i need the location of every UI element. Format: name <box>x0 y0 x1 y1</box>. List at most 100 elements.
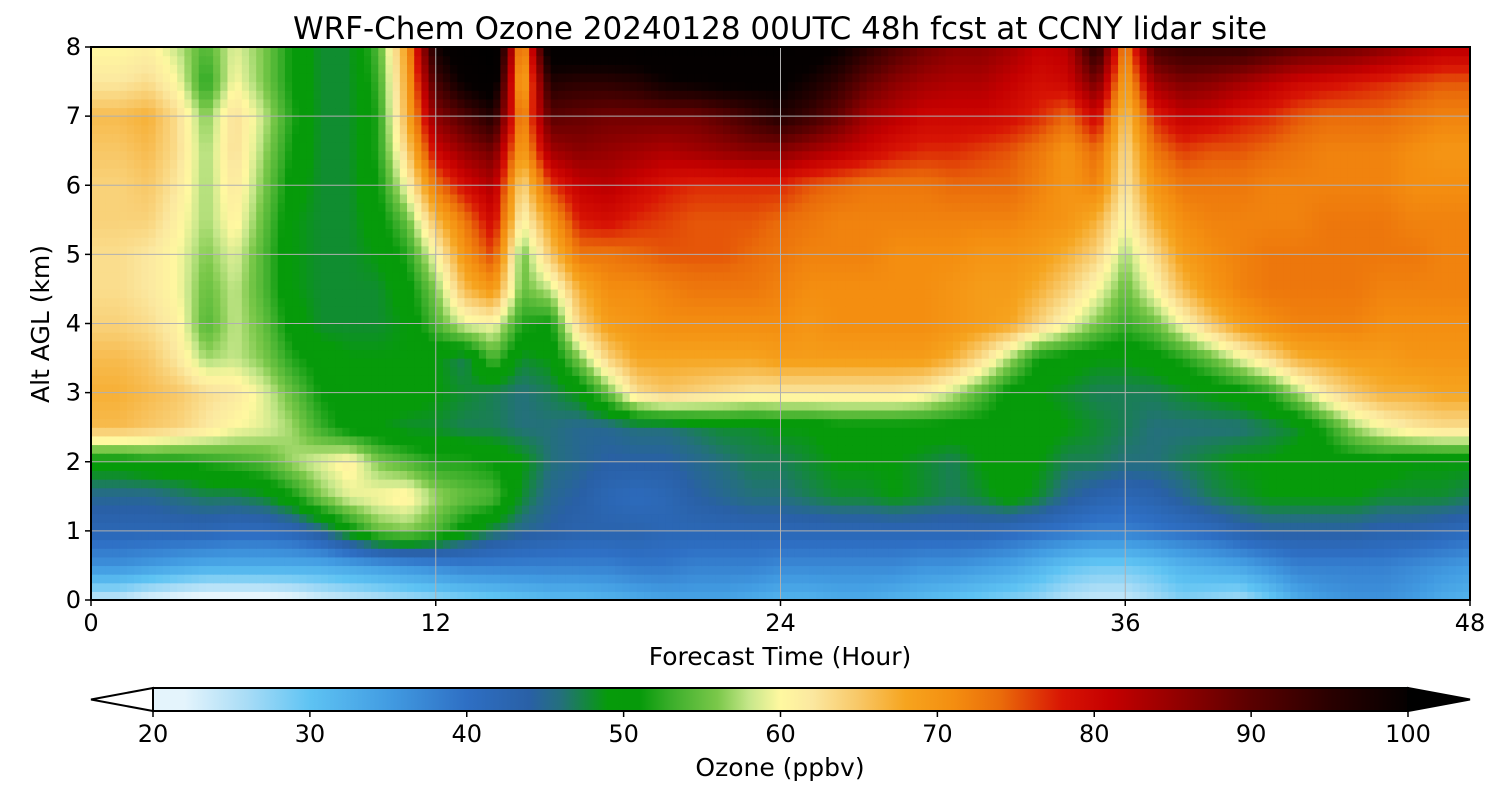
heatmap-cell <box>1031 574 1040 584</box>
heatmap-cell <box>665 453 674 463</box>
heatmap-cell <box>1405 556 1414 567</box>
heatmap-cell <box>1218 470 1227 480</box>
heatmap-cell <box>1189 453 1198 463</box>
heatmap-cell <box>306 556 315 567</box>
heatmap-cell <box>593 530 602 541</box>
heatmap-cell <box>802 435 810 446</box>
heatmap-cell <box>1261 401 1270 411</box>
heatmap-cell <box>155 479 164 489</box>
heatmap-cell <box>493 427 501 437</box>
heatmap-cell <box>845 401 853 411</box>
heatmap-cell <box>507 496 516 506</box>
chart-title: WRF-Chem Ozone 20240128 00UTC 48h fcst a… <box>293 11 1267 47</box>
heatmap-cell <box>924 479 932 489</box>
heatmap-cell <box>916 409 925 420</box>
heatmap-cell <box>119 582 128 592</box>
heatmap-cell <box>1132 556 1141 567</box>
heatmap-cell <box>586 392 595 402</box>
heatmap-cell <box>644 487 652 497</box>
heatmap-cell <box>809 470 818 480</box>
heatmap-cell <box>895 479 904 489</box>
heatmap-cell <box>1405 375 1414 385</box>
heatmap-cell <box>1276 574 1284 584</box>
heatmap-cell <box>1254 591 1263 600</box>
heatmap-cell <box>213 487 221 497</box>
heatmap-cell <box>241 513 250 523</box>
heatmap-cell <box>184 556 193 567</box>
heatmap-cell <box>636 591 645 600</box>
heatmap-cell <box>938 435 947 446</box>
heatmap-cell <box>622 522 631 532</box>
heatmap-cell <box>802 392 810 402</box>
heatmap-cell <box>938 522 947 532</box>
heatmap-cell <box>1139 496 1148 506</box>
heatmap-cell <box>909 453 918 463</box>
heatmap-cell <box>356 496 365 506</box>
heatmap-cell <box>1326 375 1335 385</box>
heatmap-cell <box>665 479 674 489</box>
heatmap-cell <box>1326 383 1335 394</box>
heatmap-cell <box>636 487 645 497</box>
heatmap-cell <box>1297 435 1306 446</box>
heatmap-cell <box>450 591 458 600</box>
heatmap-cell <box>1290 591 1299 600</box>
heatmap-cell <box>198 539 207 549</box>
heatmap-cell <box>881 392 889 402</box>
heatmap-cell <box>866 496 875 506</box>
heatmap-cell <box>1390 530 1399 541</box>
heatmap-cell <box>407 556 415 567</box>
heatmap-cell <box>852 392 861 402</box>
heatmap-cell <box>1132 548 1141 558</box>
heatmap-cell <box>1024 461 1033 471</box>
heatmap-cell <box>1046 504 1055 515</box>
heatmap-cell <box>213 556 221 567</box>
heatmap-cell <box>1010 418 1019 428</box>
heatmap-cell <box>794 487 803 497</box>
heatmap-cell <box>967 539 976 549</box>
heatmap-cell <box>902 530 911 541</box>
heatmap-cell <box>1118 565 1126 575</box>
heatmap-cell <box>1017 548 1026 558</box>
heatmap-cell <box>787 418 796 428</box>
heatmap-cell <box>162 375 171 385</box>
heatmap-cell <box>435 591 444 600</box>
heatmap-cell <box>1168 479 1177 489</box>
heatmap-cell <box>414 548 422 558</box>
heatmap-cell <box>593 513 602 523</box>
heatmap-cell <box>636 565 645 575</box>
heatmap-cell <box>816 444 825 454</box>
heatmap-cell <box>572 522 580 532</box>
heatmap-cell <box>845 574 853 584</box>
heatmap-cell <box>464 427 473 437</box>
heatmap-cell <box>134 427 142 437</box>
heatmap-cell <box>428 513 437 523</box>
heatmap-cell <box>356 392 365 402</box>
heatmap-cell <box>1376 409 1385 420</box>
heatmap-cell <box>1290 383 1299 394</box>
heatmap-cell <box>1398 556 1406 567</box>
heatmap-cell <box>371 418 379 428</box>
heatmap-cell <box>916 565 925 575</box>
heatmap-cell <box>119 401 128 411</box>
heatmap-cell <box>313 444 322 454</box>
heatmap-cell <box>148 418 157 428</box>
heatmap-cell <box>579 375 588 385</box>
heatmap-cell <box>1197 496 1205 506</box>
heatmap-cell <box>1434 556 1442 567</box>
heatmap-cell <box>1225 487 1234 497</box>
heatmap-cell <box>593 479 602 489</box>
heatmap-cell <box>292 530 300 541</box>
heatmap-cell <box>881 574 889 584</box>
heatmap-cell <box>629 574 638 584</box>
heatmap-cell <box>694 582 703 592</box>
heatmap-cell <box>435 513 444 523</box>
heatmap-cell <box>170 470 178 480</box>
heatmap-cell <box>802 582 810 592</box>
heatmap-cell <box>1426 548 1435 558</box>
heatmap-cell <box>651 435 659 446</box>
heatmap-cell <box>651 591 659 600</box>
heatmap-cell <box>299 383 308 394</box>
heatmap-cell <box>550 392 559 402</box>
heatmap-cell <box>249 383 257 394</box>
heatmap-cell <box>1125 582 1134 592</box>
